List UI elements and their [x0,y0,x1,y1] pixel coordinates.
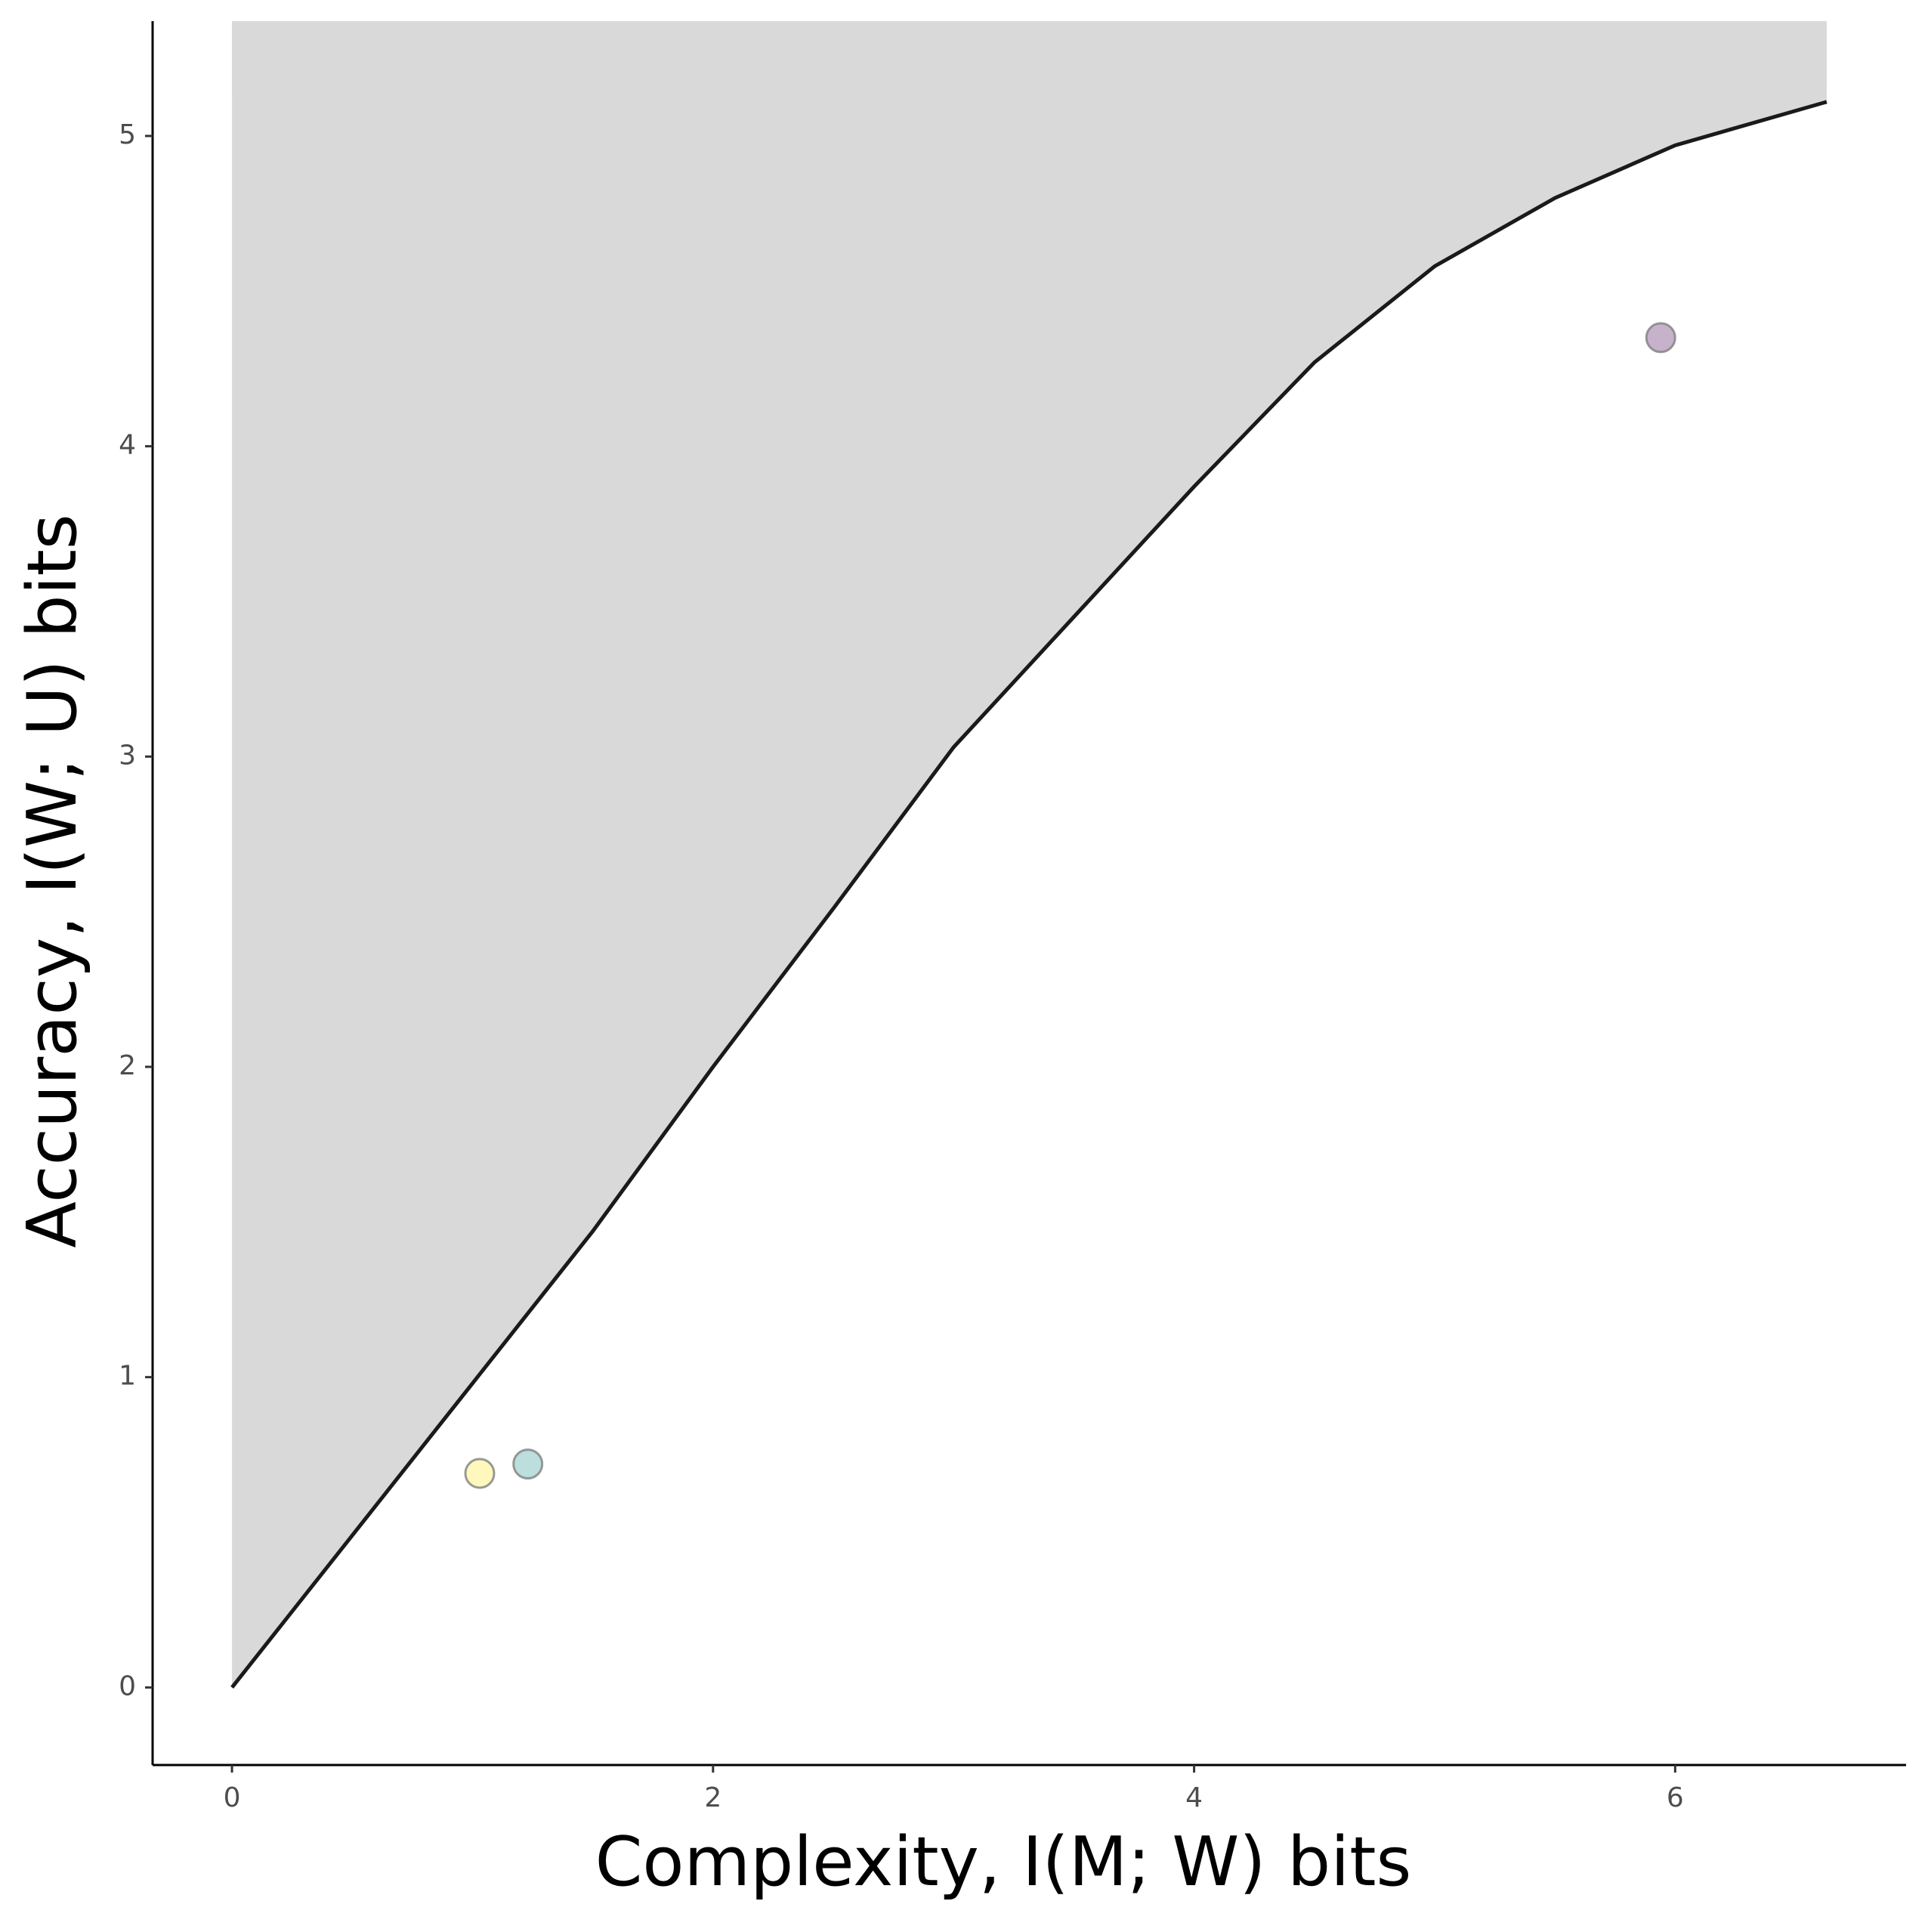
frontier-line [230,100,1827,1689]
x-axis-label: Complexity, I(M; W) bits [595,1822,1412,1902]
x-tick-label: 2 [704,1782,721,1813]
y-tick-label: 0 [119,1671,136,1702]
y-tick-label: 1 [119,1361,136,1392]
feasible-area [232,21,1827,1688]
point [512,1448,544,1480]
x-tick-label: 6 [1667,1782,1684,1813]
x-tick-label: 4 [1185,1782,1203,1813]
y-tick-label: 4 [119,430,136,461]
point [1645,322,1676,354]
x-tick-label: 0 [224,1782,241,1813]
y-tick-label: 5 [119,119,136,150]
y-tick-label: 2 [119,1050,136,1081]
y-tick-label: 3 [119,740,136,771]
y-axis-label: Accuracy, I(W; U) bits [13,514,92,1248]
point [464,1458,496,1489]
